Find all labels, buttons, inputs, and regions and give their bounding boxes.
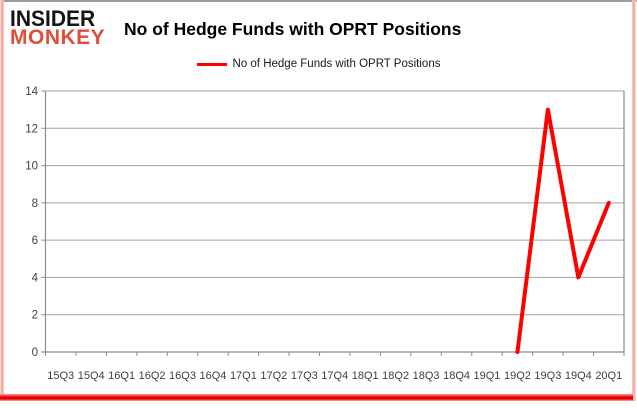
x-tick-label: 15Q4 [78,370,105,382]
y-tick-label: 4 [32,272,39,284]
x-tick-label: 16Q4 [199,370,226,382]
x-tick-label: 19Q3 [534,370,561,382]
insider-monkey-logo: INSIDER MONKEY [10,8,116,48]
x-tick-label: 16Q1 [108,370,135,382]
x-tick-label: 19Q1 [474,370,501,382]
x-tick-label: 17Q1 [230,370,257,382]
logo-line-insider: INSIDER [10,6,96,32]
header: INSIDER MONKEY No of Hedge Funds with OP… [10,8,461,48]
x-tick-label: 17Q3 [291,370,318,382]
x-tick-label: 19Q2 [504,370,531,382]
x-tick-label: 16Q2 [139,370,166,382]
y-tick-label: 8 [32,198,38,210]
x-tick-label: 20Q1 [595,370,622,382]
x-tick-label: 19Q4 [565,370,592,382]
legend-label: No of Hedge Funds with OPRT Positions [232,58,441,70]
logo-line-monkey: MONKEY [10,26,106,49]
frame-left-border [0,0,4,401]
x-tick-label: 16Q3 [169,370,196,382]
x-tick-label: 15Q3 [47,370,74,382]
chart-legend: No of Hedge Funds with OPRT Positions [0,57,637,71]
x-tick-label: 18Q4 [443,370,470,382]
page-title: No of Hedge Funds with OPRT Positions [124,18,462,39]
y-tick-label: 10 [25,161,38,173]
frame-bottom-bar [0,394,633,401]
x-tick-label: 18Q1 [352,370,379,382]
y-tick-label: 12 [25,123,38,135]
legend-line-swatch-icon [196,62,227,66]
x-tick-label: 17Q2 [260,370,287,382]
y-tick-label: 14 [25,86,38,98]
data-line-series [515,107,611,354]
frame-right-border [632,0,636,401]
x-tick-label: 18Q3 [413,370,440,382]
frame-top-border [0,0,637,2]
y-tick-label: 2 [32,310,38,322]
y-tick-label: 6 [32,235,38,247]
y-tick-label: 0 [32,347,38,359]
x-tick-label: 17Q4 [321,370,348,382]
x-tick-label: 18Q2 [382,370,409,382]
